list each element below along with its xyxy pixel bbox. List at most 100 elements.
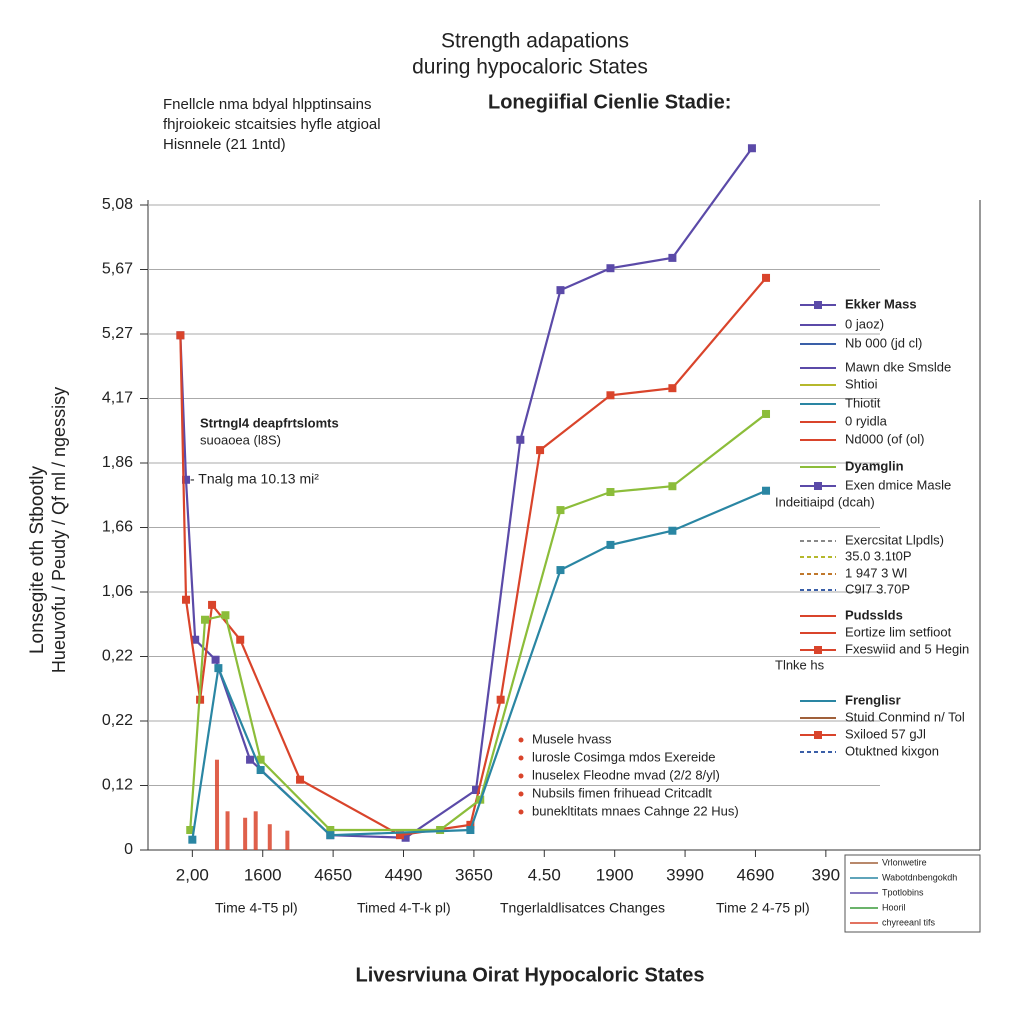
point-marker bbox=[256, 755, 265, 764]
point-marker bbox=[556, 506, 565, 515]
point-marker bbox=[668, 482, 677, 491]
note: Nubsils fimen frihuead Critcadlt bbox=[532, 785, 712, 800]
y-tick-label: 1,66 bbox=[102, 519, 133, 536]
bar bbox=[243, 817, 248, 850]
annotation: - Tnalg ma 10.13 mi² bbox=[190, 471, 319, 487]
x-tick-label: 390 bbox=[812, 865, 840, 884]
x-tick-label: 4690 bbox=[737, 865, 775, 884]
annotation: Strtngl4 deapfrtslomts bbox=[200, 415, 339, 430]
point-marker bbox=[191, 635, 200, 644]
legend-label: Exercsitat Llpdls) bbox=[845, 532, 944, 547]
legend-label: Eortize lim setfioot bbox=[845, 624, 952, 639]
subtitle: Fnellcle nma bdyal hlpptinsains bbox=[163, 96, 371, 113]
point-marker bbox=[466, 820, 475, 829]
note: lnuselex Fleodne mvad (2/2 8/yl) bbox=[532, 767, 720, 782]
note-bullet bbox=[518, 737, 524, 743]
note: bunekltitats mnaes Cahnge 22 Hus) bbox=[532, 803, 739, 818]
box-legend-label: Tpotlobins bbox=[882, 887, 924, 897]
point-marker bbox=[401, 833, 410, 842]
point-marker bbox=[395, 831, 404, 840]
y-axis-label: Lonsegite oth Stbootly bbox=[27, 465, 48, 654]
point-marker bbox=[747, 144, 756, 153]
y-tick-label: 0 bbox=[124, 841, 133, 858]
legend-label: Mawn dke Smslde bbox=[845, 359, 951, 374]
point-marker bbox=[208, 600, 217, 609]
footer-title: Livesrviuna Oirat Hypocaloric States bbox=[355, 964, 704, 986]
point-marker bbox=[436, 826, 445, 835]
point-marker bbox=[176, 331, 185, 340]
legend-label: Dyamglin bbox=[845, 458, 904, 473]
note: lurosle Cosimga mdos Exereide bbox=[532, 749, 716, 764]
y-tick-label: 5,08 bbox=[102, 196, 133, 213]
point-marker bbox=[556, 566, 565, 575]
point-marker bbox=[186, 826, 195, 835]
point-marker bbox=[296, 775, 305, 784]
box-legend-label: Vrlonwetire bbox=[882, 857, 927, 867]
chart-title: during hypocaloric States bbox=[412, 56, 648, 79]
point-marker bbox=[246, 755, 255, 764]
annotation: suoaoea (l8S) bbox=[200, 432, 281, 447]
y-tick-label: 5,27 bbox=[102, 325, 133, 342]
point-marker bbox=[606, 264, 615, 273]
point-marker bbox=[762, 273, 771, 282]
y-tick-label: 1,86 bbox=[102, 454, 133, 471]
note-bullet bbox=[518, 791, 524, 797]
y-tick-label: 0,22 bbox=[102, 712, 133, 729]
legend-label: Thiotit bbox=[845, 395, 881, 410]
point-marker bbox=[536, 446, 545, 455]
point-marker bbox=[236, 635, 245, 644]
point-marker bbox=[466, 826, 475, 835]
point-marker bbox=[762, 409, 771, 418]
point-marker bbox=[516, 435, 525, 444]
legend-label: Nb 000 (jd cl) bbox=[845, 335, 922, 350]
legend-label: Exen dmice Masle bbox=[845, 477, 951, 492]
heading: Lonegiifial Cienlie Stadie: bbox=[488, 91, 731, 113]
x-sublabel: Time 2 4-75 pl) bbox=[716, 900, 810, 916]
legend-swatch bbox=[814, 646, 822, 654]
legend-label: Pudsslds bbox=[845, 607, 903, 622]
legend-label: Otuktned kixgon bbox=[845, 743, 939, 758]
legend-label: Stuid Conmind n/ Tol bbox=[845, 709, 965, 724]
box-legend-label: Wabotdnbengokdh bbox=[882, 872, 957, 882]
subtitle: fhjroiokeic stcaitsies hyfle atgioal bbox=[163, 116, 381, 133]
point-marker bbox=[668, 526, 677, 535]
legend-label: Indeitiaipd (dcah) bbox=[775, 494, 875, 509]
point-marker bbox=[606, 540, 615, 549]
note: Musele hvass bbox=[532, 731, 612, 746]
point-marker bbox=[556, 286, 565, 295]
legend-label: Shtioi bbox=[845, 376, 878, 391]
point-marker bbox=[214, 664, 223, 673]
y-tick-label: 5,67 bbox=[102, 261, 133, 278]
point-marker bbox=[606, 391, 615, 400]
point-marker bbox=[762, 486, 771, 495]
legend-label: 0 jaoz) bbox=[845, 316, 884, 331]
bar bbox=[225, 811, 230, 850]
x-tick-label: 3650 bbox=[455, 865, 493, 884]
legend-label: 1 947 3 Wl bbox=[845, 565, 907, 580]
legend-swatch bbox=[814, 731, 822, 739]
bar bbox=[267, 824, 272, 850]
legend-label: 0 ryidla bbox=[845, 413, 888, 428]
bar bbox=[253, 811, 258, 850]
point-marker bbox=[496, 695, 505, 704]
legend-swatch bbox=[814, 301, 822, 309]
y-tick-label: 1,06 bbox=[102, 583, 133, 600]
subtitle: Hisnnele (21 1ntd) bbox=[163, 136, 286, 153]
legend-swatch bbox=[814, 482, 822, 490]
y-axis-label: Hueuvofu / Peudy / Qf ml / ngessisy bbox=[49, 387, 69, 673]
legend-label: Tlnke hs bbox=[775, 657, 825, 672]
x-sublabel: Time 4-T5 pl) bbox=[215, 900, 298, 916]
bar bbox=[285, 830, 290, 850]
x-tick-label: 2,00 bbox=[176, 865, 209, 884]
note-bullet bbox=[518, 809, 524, 815]
point-marker bbox=[256, 766, 265, 775]
note-bullet bbox=[518, 755, 524, 761]
x-sublabel: Tngerlaldlisatces Changes bbox=[500, 900, 665, 916]
box-legend-label: chyreeanl tifs bbox=[882, 917, 936, 927]
bar bbox=[214, 759, 219, 850]
legend-label: C9I7 3.70P bbox=[845, 581, 910, 596]
x-tick-label: 4.50 bbox=[528, 865, 561, 884]
point-marker bbox=[668, 253, 677, 262]
x-tick-label: 4650 bbox=[314, 865, 352, 884]
